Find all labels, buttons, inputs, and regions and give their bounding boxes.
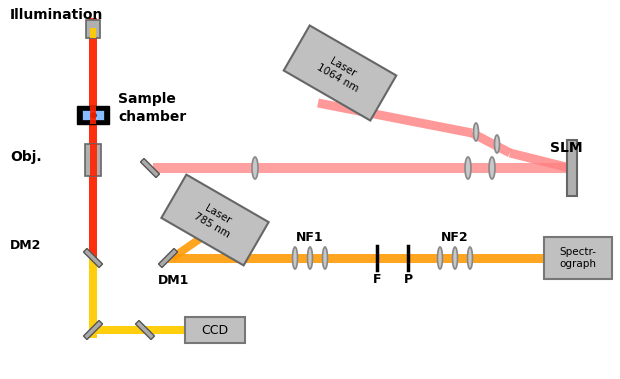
Polygon shape <box>90 106 96 124</box>
Text: NF1: NF1 <box>296 231 324 244</box>
Ellipse shape <box>453 247 458 269</box>
Text: NF2: NF2 <box>441 231 469 244</box>
Bar <box>544 237 612 279</box>
Polygon shape <box>170 215 232 261</box>
Bar <box>86 20 100 38</box>
Polygon shape <box>509 149 571 172</box>
Ellipse shape <box>293 247 298 269</box>
Polygon shape <box>84 249 102 268</box>
Polygon shape <box>89 144 97 176</box>
Text: Laser
1064 nm: Laser 1064 nm <box>314 52 365 94</box>
Polygon shape <box>135 321 154 340</box>
Bar <box>185 317 245 343</box>
Ellipse shape <box>308 247 312 269</box>
Polygon shape <box>161 175 268 265</box>
Ellipse shape <box>322 247 327 269</box>
Polygon shape <box>90 28 96 38</box>
Ellipse shape <box>489 157 495 179</box>
Ellipse shape <box>467 247 472 269</box>
Text: Sample
chamber: Sample chamber <box>118 92 186 124</box>
Ellipse shape <box>465 157 471 179</box>
Ellipse shape <box>252 157 258 179</box>
Text: CCD: CCD <box>202 324 229 337</box>
Bar <box>567 140 577 196</box>
Polygon shape <box>159 249 177 268</box>
Polygon shape <box>93 326 245 334</box>
Polygon shape <box>141 158 159 177</box>
Polygon shape <box>317 99 473 138</box>
Text: Illumination: Illumination <box>10 8 104 22</box>
Polygon shape <box>84 321 102 340</box>
Text: SLM: SLM <box>550 141 583 155</box>
Bar <box>85 144 101 176</box>
Text: Laser
785 nm: Laser 785 nm <box>192 200 237 239</box>
Ellipse shape <box>438 247 443 269</box>
Polygon shape <box>284 25 396 121</box>
Bar <box>77 106 109 124</box>
Polygon shape <box>470 129 512 157</box>
Text: Spectr-
ograph: Spectr- ograph <box>559 247 596 269</box>
Bar <box>82 110 104 120</box>
Text: DM2: DM2 <box>10 239 42 252</box>
Text: P: P <box>404 273 412 286</box>
Text: Obj.: Obj. <box>10 150 42 164</box>
Polygon shape <box>153 163 573 173</box>
Ellipse shape <box>495 135 500 153</box>
Polygon shape <box>89 258 97 338</box>
Text: DM1: DM1 <box>158 274 189 287</box>
Polygon shape <box>89 18 97 168</box>
Text: F: F <box>373 273 381 286</box>
Polygon shape <box>89 168 97 258</box>
Ellipse shape <box>474 123 479 141</box>
Polygon shape <box>168 254 555 263</box>
